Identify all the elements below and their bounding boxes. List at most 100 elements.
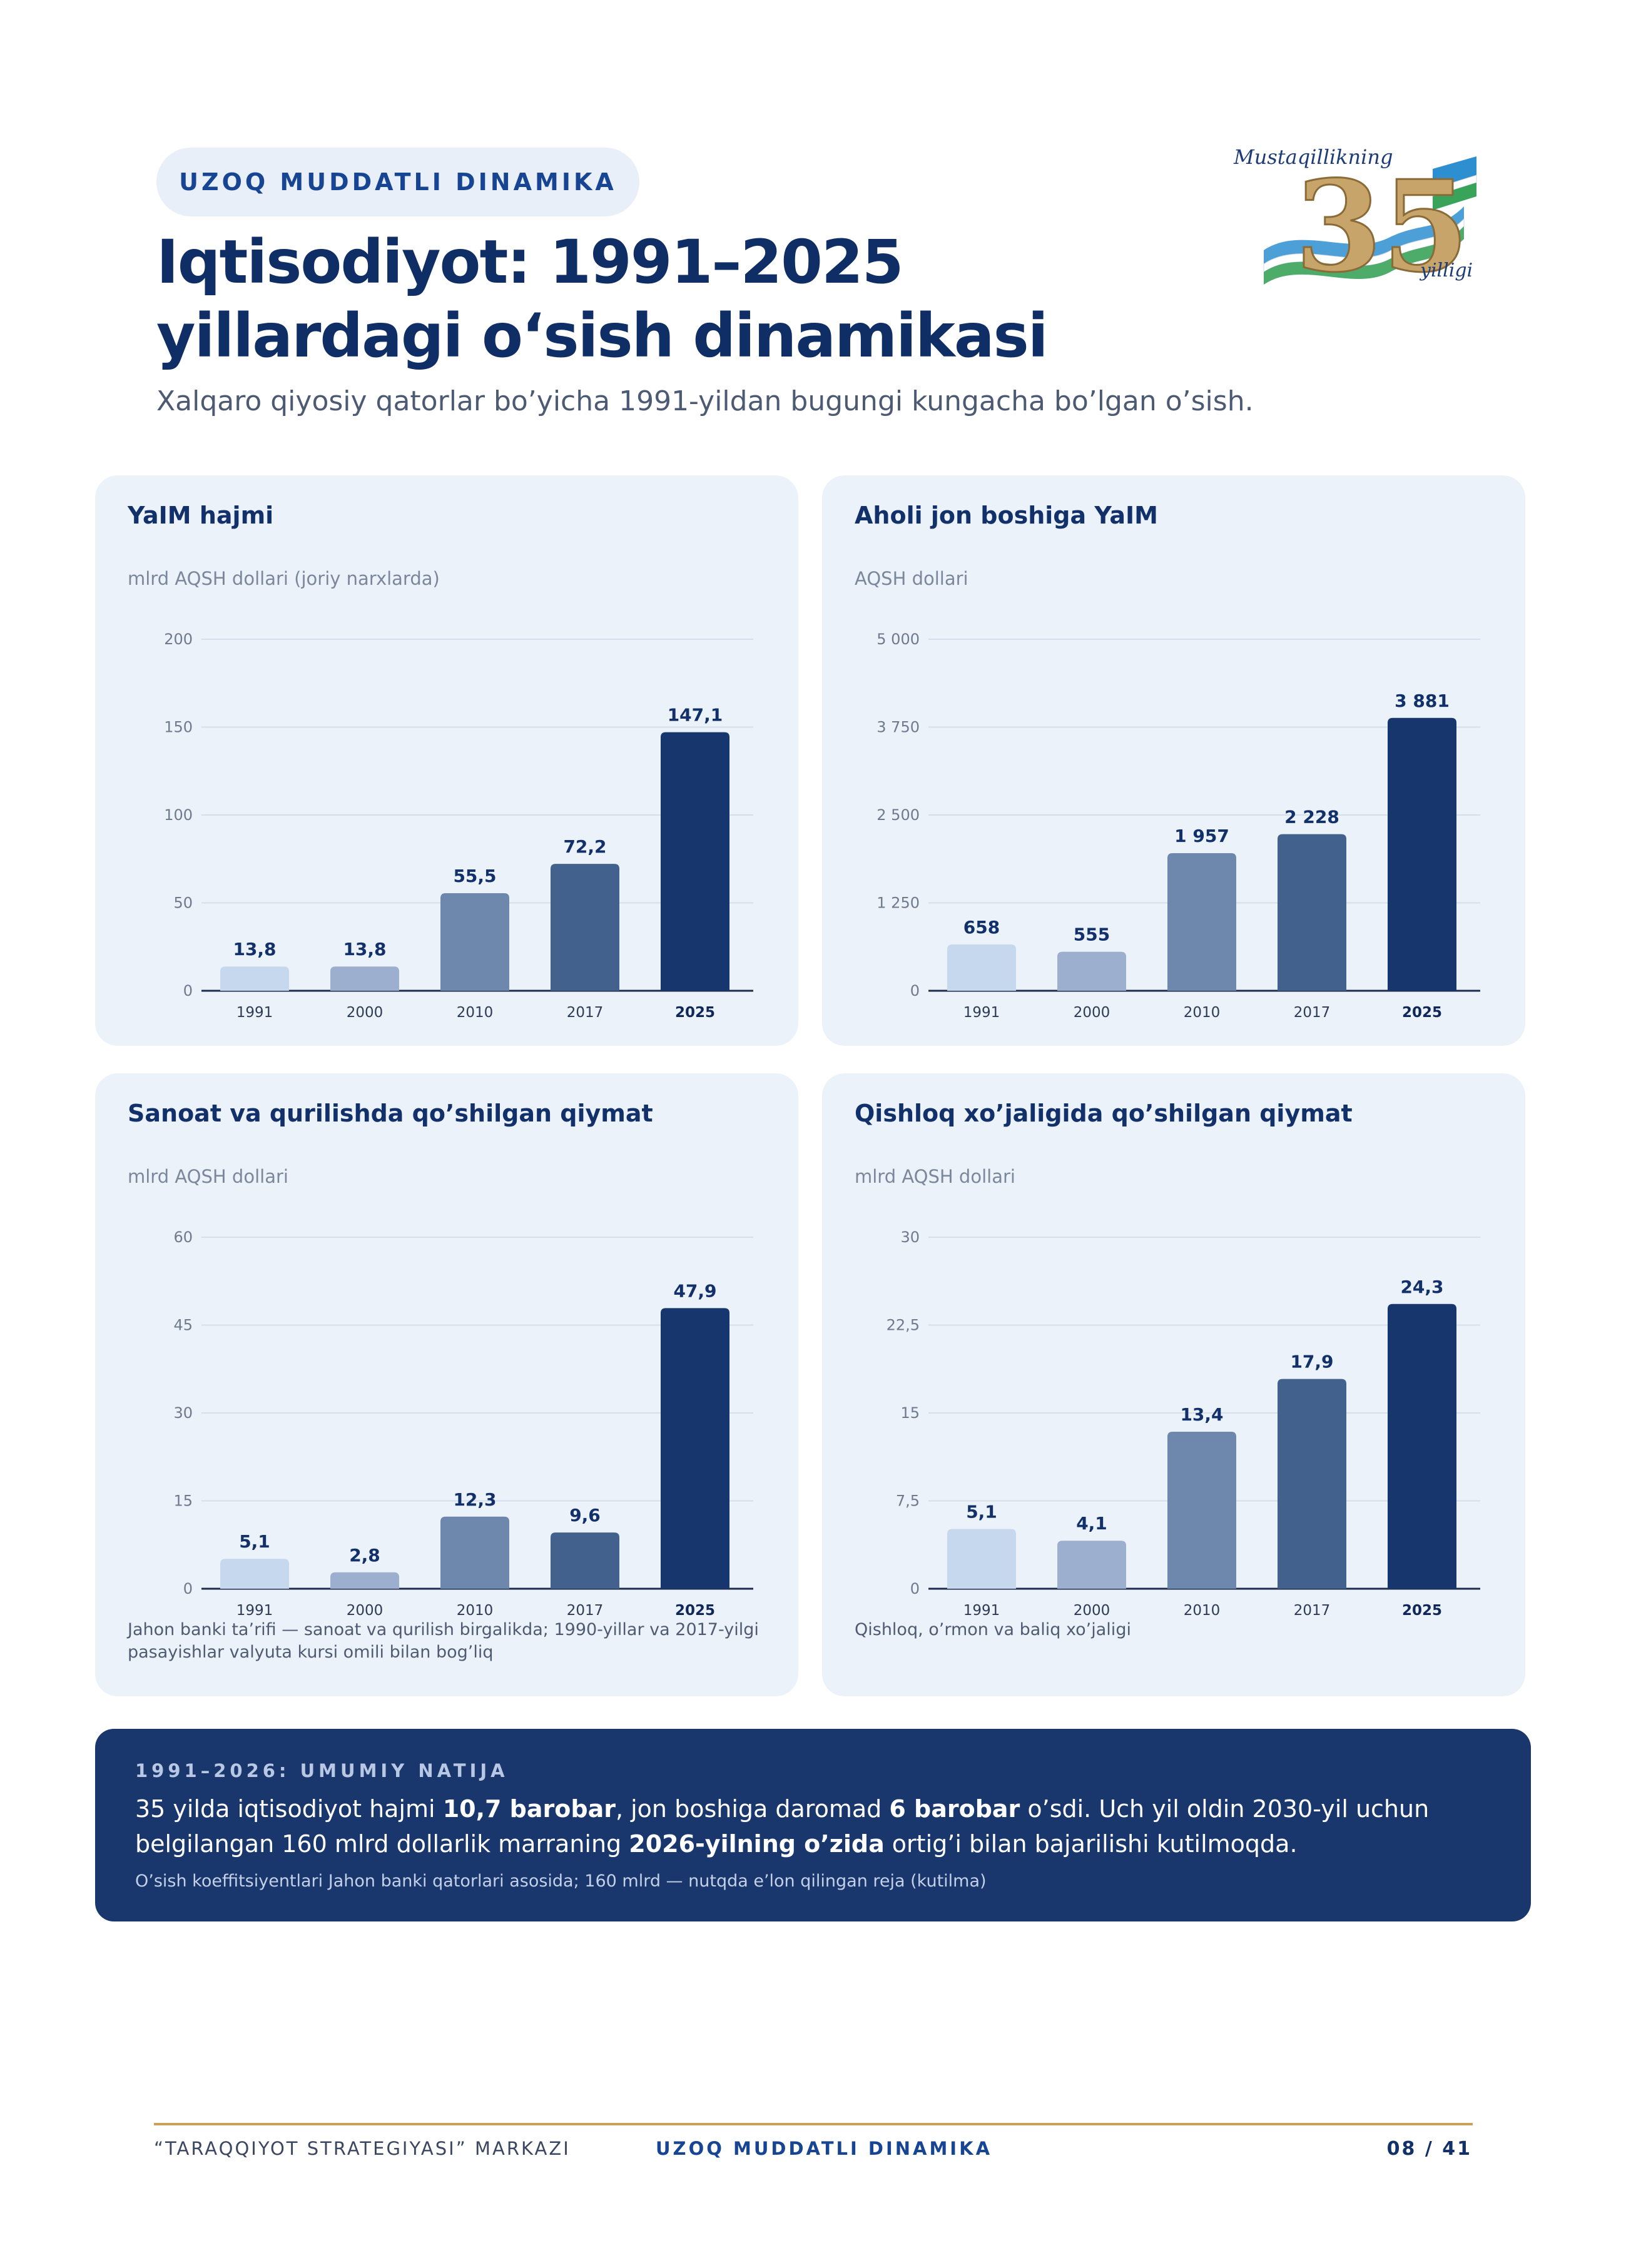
chart-note: Qishloq, o’rmon va baliq xo’jaligi — [855, 1620, 1131, 1639]
chart-card-gdp: YaIM hajmi mlrd AQSH dollari (joriy narx… — [95, 475, 798, 1046]
x-tick-label: 2025 — [1402, 1602, 1442, 1619]
chart-industry: 0 15 30 45 60 5,1 1991 2,8 2000 12,3 2010 9,6 2017 47… — [173, 1228, 753, 1619]
page-subtitle: Xalqaro qiyosiy qatorlar bo’yicha 1991-y… — [156, 385, 1254, 417]
y-tick-label: 1 250 — [877, 894, 920, 912]
y-tick-label: 2 500 — [877, 806, 920, 824]
y-tick-label: 7,5 — [896, 1492, 920, 1510]
data-label: 4,1 — [1076, 1513, 1107, 1534]
chart-title: Aholi jon boshiga YaIM — [855, 502, 1158, 529]
bar — [1167, 1431, 1236, 1589]
x-tick-label: 1991 — [236, 1005, 273, 1021]
summary-banner: 1991–2026: UMUMIY NATIJA 35 yilda iqtiso… — [95, 1729, 1531, 1921]
data-label: 5,1 — [966, 1501, 997, 1522]
summary-highlight-year: 2026-yilning o’zida — [629, 1830, 885, 1858]
chart-agriculture: 0 7,5 15 22,5 30 5,1 1991 4,1 2000 13,4 2010 17,9 20… — [887, 1228, 1480, 1619]
summary-highlight-income: 6 barobar — [889, 1795, 1020, 1823]
x-tick-label: 2017 — [567, 1602, 604, 1619]
bar — [947, 1529, 1016, 1589]
logo-top-text: Mustaqillikning — [1233, 145, 1393, 169]
x-tick-label: 2000 — [347, 1602, 384, 1619]
anniversary-logo: Mustaqillikning 35 yilligi — [1233, 145, 1477, 300]
chart-gdp-per-capita: 0 1 250 2 500 3 750 5 000 658 1991 555 2000 1 957… — [877, 630, 1480, 1021]
data-label: 658 — [963, 917, 1000, 938]
chart-title: YaIM hajmi — [128, 502, 274, 529]
data-label: 3 881 — [1395, 691, 1450, 711]
chart-gdp: 0 50 100 150 200 13,8 1991 13,8 2000 55,5 2010 72,2… — [164, 630, 753, 1021]
y-tick-label: 22,5 — [887, 1317, 920, 1334]
bar — [1388, 717, 1456, 991]
bar — [330, 1572, 399, 1589]
data-label: 55,5 — [453, 866, 496, 886]
footer-divider — [154, 2123, 1473, 2125]
chart-unit: mlrd AQSH dollari — [128, 1166, 288, 1187]
chart-note: Jahon banki ta’rifi — sanoat va qurilish… — [128, 1620, 759, 1662]
x-tick-label: 2025 — [675, 1005, 715, 1021]
chart-title: Qishloq xo’jaligida qo’shilgan qiymat — [855, 1100, 1353, 1127]
y-tick-label: 15 — [173, 1492, 193, 1510]
bar — [551, 864, 619, 991]
y-tick-label: 100 — [164, 806, 193, 824]
data-label: 9,6 — [569, 1505, 601, 1526]
chart-card-industry: Sanoat va qurilishda qo’shilgan qiymat m… — [95, 1073, 798, 1696]
y-tick-label: 30 — [173, 1404, 193, 1422]
bar — [330, 966, 399, 991]
x-tick-label: 2025 — [1402, 1005, 1442, 1021]
summary-text-part: , jon boshiga daromad — [615, 1795, 890, 1823]
page-title-line1: Iqtisodiyot: 1991–2025 — [156, 227, 904, 297]
y-tick-label: 5 000 — [877, 630, 920, 648]
chart-unit: mlrd AQSH dollari (joriy narxlarda) — [128, 568, 440, 589]
summary-note: O’sish koeffitsiyentlari Jahon banki qat… — [135, 1871, 987, 1891]
y-tick-label: 200 — [164, 630, 193, 648]
y-tick-label: 150 — [164, 719, 193, 736]
data-label: 2 228 — [1284, 807, 1339, 828]
chart-card-agriculture: Qishloq xo’jaligida qo’shilgan qiymat ml… — [822, 1073, 1525, 1696]
bar — [551, 1532, 619, 1589]
data-label: 1 957 — [1174, 826, 1229, 846]
y-tick-label: 15 — [900, 1404, 920, 1422]
page-title: Iqtisodiyot: 1991–2025 yillardagi o‘sish… — [156, 225, 1157, 373]
chart-card-gdp-per-capita: Aholi jon boshiga YaIM AQSH dollari 0 1 2… — [822, 475, 1525, 1046]
x-tick-label: 1991 — [963, 1602, 1000, 1619]
data-label: 17,9 — [1290, 1352, 1333, 1372]
x-tick-label: 2025 — [675, 1602, 715, 1619]
data-label: 5,1 — [239, 1531, 270, 1552]
data-label: 2,8 — [349, 1545, 380, 1566]
chart-unit: AQSH dollari — [855, 568, 968, 589]
bar — [1057, 1541, 1126, 1589]
data-label: 72,2 — [563, 836, 606, 857]
x-tick-label: 1991 — [963, 1005, 1000, 1021]
data-label: 12,3 — [453, 1489, 496, 1510]
y-tick-label: 3 750 — [877, 719, 920, 736]
chart-title: Sanoat va qurilishda qo’shilgan qiymat — [128, 1100, 653, 1127]
bar — [220, 966, 289, 991]
data-label: 555 — [1074, 924, 1110, 945]
x-tick-label: 2000 — [1074, 1005, 1110, 1021]
summary-text-part: 35 yilda iqtisodiyot hajmi — [135, 1795, 443, 1823]
summary-kicker: 1991–2026: UMUMIY NATIJA — [135, 1760, 509, 1781]
y-tick-label: 60 — [173, 1228, 193, 1246]
data-label: 24,3 — [1400, 1277, 1443, 1297]
bar — [1057, 951, 1126, 991]
chart-unit: mlrd AQSH dollari — [855, 1166, 1015, 1187]
summary-text-part: o’sdi. Uch yil oldin 2030-yil uchun belg… — [135, 1795, 1430, 1858]
y-tick-label: 0 — [910, 1580, 920, 1597]
page-number: 08 / 41 — [1386, 2138, 1472, 2160]
y-tick-label: 0 — [183, 1580, 193, 1597]
y-tick-label: 45 — [173, 1317, 193, 1334]
bar — [1278, 1379, 1346, 1589]
page-title-line2: yillardagi o‘sish dinamikasi — [156, 301, 1049, 371]
data-label: 47,9 — [673, 1280, 716, 1301]
data-label: 13,4 — [1180, 1404, 1223, 1425]
bar — [1278, 834, 1346, 991]
logo-bottom-text: yilligi — [1419, 260, 1473, 281]
section-kicker: UZOQ MUDDATLI DINAMIKA — [156, 148, 639, 216]
x-tick-label: 2000 — [347, 1005, 384, 1021]
y-tick-label: 30 — [900, 1228, 920, 1246]
x-tick-label: 2010 — [457, 1005, 494, 1021]
x-tick-label: 2010 — [1184, 1602, 1221, 1619]
x-tick-label: 2010 — [1184, 1005, 1221, 1021]
data-label: 147,1 — [668, 705, 723, 726]
bar — [1167, 853, 1236, 991]
bar — [661, 1308, 729, 1589]
y-tick-label: 0 — [183, 982, 193, 1000]
